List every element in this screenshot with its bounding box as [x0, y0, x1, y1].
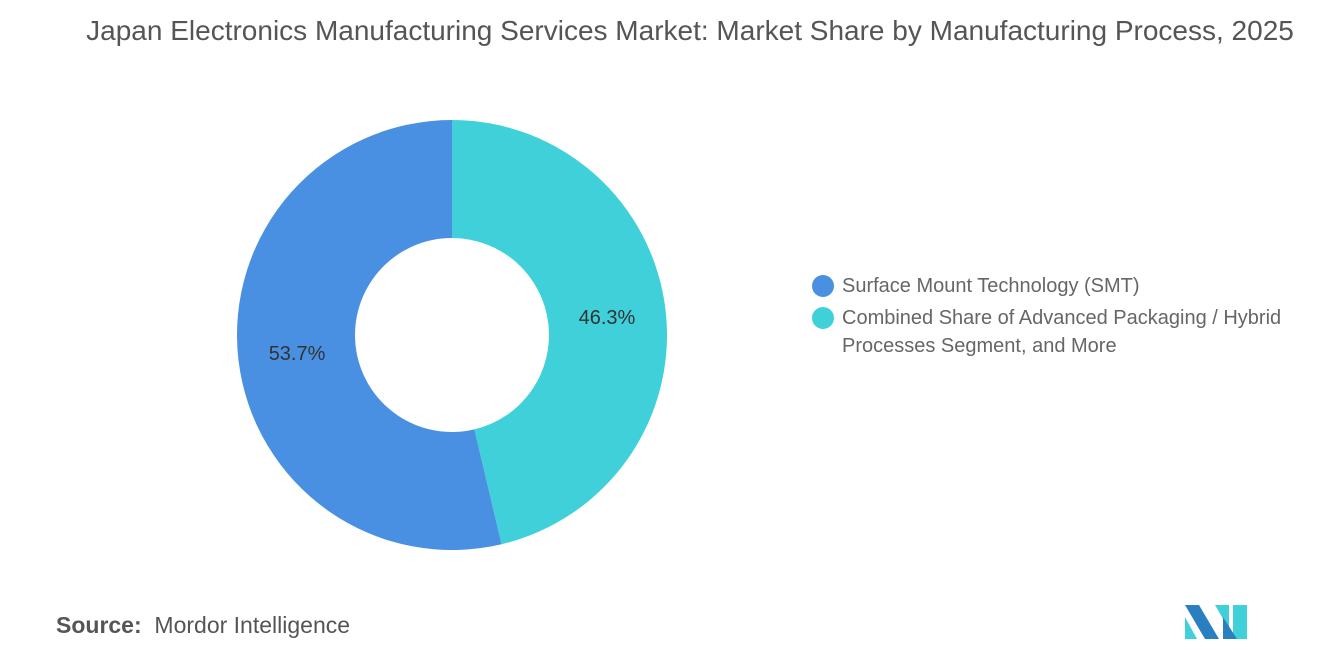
mordor-intelligence-logo — [1185, 605, 1247, 639]
donut-slice — [452, 120, 667, 545]
data-label: 46.3% — [579, 307, 636, 329]
data-label: 53.7% — [269, 343, 326, 365]
source-value: Mordor Intelligence — [154, 612, 351, 638]
legend-item-advanced-packaging: Combined Share of Advanced Packaging / H… — [812, 304, 1282, 360]
legend: Surface Mount Technology (SMT) Combined … — [812, 272, 1282, 364]
legend-swatch — [812, 275, 834, 297]
legend-label: Surface Mount Technology (SMT) — [842, 275, 1140, 297]
legend-item-smt: Surface Mount Technology (SMT) — [812, 272, 1282, 300]
legend-swatch — [812, 307, 834, 329]
donut-slice — [237, 120, 502, 550]
source-label: Source: — [56, 612, 142, 638]
chart-title: Japan Electronics Manufacturing Services… — [86, 15, 1294, 46]
source: Source: Mordor Intelligence — [56, 612, 350, 639]
legend-label: Combined Share of Advanced Packaging / H… — [842, 307, 1282, 357]
